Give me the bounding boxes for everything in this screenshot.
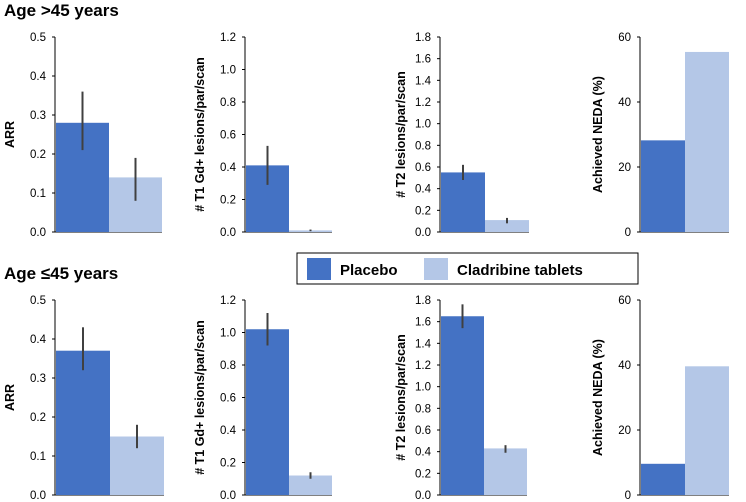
y-tick-label: 1.4 <box>415 338 432 350</box>
bar-placebo <box>641 463 685 495</box>
legend: Placebo Cladribine tablets <box>296 252 639 285</box>
y-tick-label: 0.1 <box>30 188 46 200</box>
y-tick-label: 0 <box>625 227 631 239</box>
y-tick-label: 60 <box>618 295 631 307</box>
y-tick-label: 0.6 <box>220 393 236 405</box>
y-tick-label: 0.5 <box>30 32 46 44</box>
panel-age-le45-t2: 0.0 0.2 0.4 0.6 0.8 1.0 1.2 1.4 1.6 1.8 # T2 lesio… <box>394 295 527 502</box>
y-axis-label: # T2 lesions/par/scan <box>394 71 408 197</box>
y-tick-label: 0.1 <box>30 451 46 463</box>
bar-placebo <box>441 172 485 232</box>
y-tick-label: 40 <box>618 97 631 109</box>
y-tick-label: 1.0 <box>415 382 431 394</box>
y-tick-label: 1.2 <box>415 360 431 372</box>
y-tick-label: 0.8 <box>415 403 431 415</box>
y-axis-label: Achieved NEDA (%) <box>591 339 605 456</box>
y-axis-label: ARR <box>3 121 17 148</box>
y-tick-label: 0.8 <box>220 360 236 372</box>
y-tick-label: 60 <box>618 32 631 44</box>
y-axis-label: # T2 lesions/par/scan <box>394 334 408 460</box>
bar-cladribine <box>685 51 729 233</box>
y-tick-label: 0 <box>625 490 631 502</box>
y-tick-label: 0.6 <box>415 162 431 174</box>
chart-panels: 0.0 0.1 0.2 0.3 0.4 0.5 ARR 0.0 0.2 0.4 0.6 0.8 1.0 1… <box>3 32 729 502</box>
section-title-age-le45: Age ≤45 years <box>4 264 118 283</box>
panel-age-gt45-t2: 0.0 0.2 0.4 0.6 0.8 1.0 1.2 1.4 1.6 1.8 # T2 lesio… <box>394 32 529 239</box>
panel-age-gt45-t1: 0.0 0.2 0.4 0.6 0.8 1.0 1.2 # T1 Gd+ lesions/pa… <box>193 32 332 239</box>
bar-cladribine <box>685 366 729 495</box>
y-tick-label: 0.0 <box>415 490 431 502</box>
y-tick-label: 1.2 <box>220 32 236 44</box>
y-tick-label: 0.0 <box>220 227 236 239</box>
y-tick-label: 1.6 <box>415 317 431 329</box>
y-axis-label: ARR <box>3 384 17 411</box>
bar-placebo <box>246 329 289 495</box>
panel-age-gt45-neda: 0 20 40 60 Achieved NEDA (%) <box>591 32 729 239</box>
y-axis-label: Achieved NEDA (%) <box>591 76 605 193</box>
y-tick-label: 1.0 <box>220 65 236 77</box>
panel-age-le45-neda: 0 20 40 60 Achieved NEDA (%) <box>591 295 729 502</box>
y-axis-label: # T1 Gd+ lesions/par/scan <box>193 57 207 212</box>
y-tick-label: 1.0 <box>415 119 431 131</box>
panel-age-le45-t1: 0.0 0.2 0.4 0.6 0.8 1.0 1.2 # T1 Gd+ lesions/pa… <box>193 295 332 502</box>
legend-label-cladribine: Cladribine tablets <box>457 262 583 279</box>
y-tick-label: 0.4 <box>30 71 47 83</box>
y-tick-label: 0.4 <box>415 184 432 196</box>
y-tick-label: 0.2 <box>30 412 46 424</box>
y-tick-label: 1.2 <box>415 97 431 109</box>
y-tick-label: 0.0 <box>220 490 236 502</box>
y-tick-label: 0.0 <box>30 490 46 502</box>
y-tick-label: 1.6 <box>415 54 431 66</box>
y-tick-label: 0.6 <box>415 425 431 437</box>
y-tick-label: 0.4 <box>415 447 432 459</box>
y-axis-label: # T1 Gd+ lesions/par/scan <box>193 320 207 475</box>
y-tick-label: 0.4 <box>30 334 47 346</box>
legend-frame <box>296 252 639 285</box>
y-tick-label: 0.2 <box>415 205 431 217</box>
y-tick-label: 0.3 <box>30 373 46 385</box>
legend-swatch-placebo <box>307 258 331 280</box>
y-tick-label: 0.2 <box>415 468 431 480</box>
y-tick-label: 20 <box>618 425 631 437</box>
bar-cladribine <box>484 448 527 495</box>
y-tick-label: 0.0 <box>30 227 46 239</box>
y-tick-label: 0.2 <box>30 149 46 161</box>
legend-label-placebo: Placebo <box>340 262 398 279</box>
y-tick-label: 1.2 <box>220 295 236 307</box>
y-tick-label: 0.4 <box>220 425 237 437</box>
y-tick-label: 0.6 <box>220 130 236 142</box>
y-tick-label: 0.8 <box>415 140 431 152</box>
y-tick-label: 0.5 <box>30 295 46 307</box>
y-tick-label: 20 <box>618 162 631 174</box>
y-tick-label: 1.0 <box>220 328 236 340</box>
y-tick-label: 1.8 <box>415 295 431 307</box>
y-tick-label: 1.8 <box>415 32 431 44</box>
section-title-age-gt45: Age >45 years <box>4 1 119 20</box>
bar-cladribine <box>485 220 529 232</box>
panel-age-gt45-arr: 0.0 0.1 0.2 0.3 0.4 0.5 ARR <box>3 32 162 239</box>
y-tick-label: 0.2 <box>220 458 236 470</box>
y-tick-label: 0.8 <box>220 97 236 109</box>
y-tick-label: 0.2 <box>220 195 236 207</box>
bar-cladribine <box>289 475 332 495</box>
y-tick-label: 1.4 <box>415 75 432 87</box>
bar-placebo <box>641 140 685 232</box>
panel-age-le45-arr: 0.0 0.1 0.2 0.3 0.4 0.5 ARR <box>3 295 164 502</box>
y-tick-label: 40 <box>618 360 631 372</box>
y-tick-label: 0.0 <box>415 227 431 239</box>
bar-placebo <box>56 350 110 495</box>
bar-placebo <box>441 316 484 495</box>
y-tick-label: 0.3 <box>30 110 46 122</box>
y-tick-label: 0.4 <box>220 162 237 174</box>
legend-swatch-cladribine <box>424 258 448 280</box>
